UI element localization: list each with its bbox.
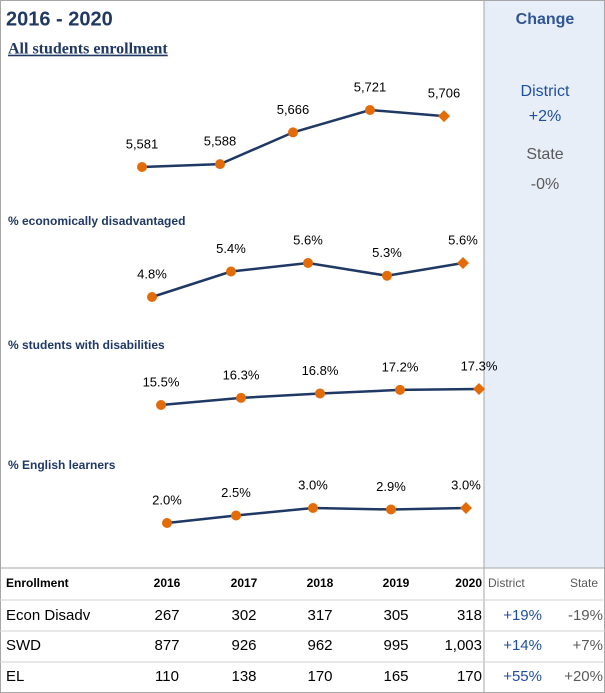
- table-cell: 926: [231, 637, 256, 654]
- data-label: 3.0%: [451, 477, 481, 492]
- data-label: 5,721: [354, 79, 387, 94]
- marker: [288, 127, 298, 138]
- data-label: 5.6%: [293, 232, 323, 247]
- table-cell: 170: [457, 668, 482, 685]
- table-cell: 317: [307, 607, 332, 624]
- change-title: Change: [516, 11, 575, 28]
- marker: [162, 518, 172, 528]
- table-cell: SWD: [6, 637, 41, 654]
- table-cell: 877: [154, 637, 179, 654]
- data-label: 5.4%: [216, 241, 246, 256]
- data-label: 2.0%: [152, 492, 182, 507]
- table-cell: +20%: [564, 668, 603, 685]
- table-cell: 1,003: [444, 637, 482, 654]
- state-change: -0%: [531, 176, 559, 193]
- column-header: State: [570, 576, 598, 590]
- marker: [147, 292, 157, 302]
- data-label: 2.9%: [376, 479, 406, 494]
- data-label: 17.2%: [382, 359, 419, 374]
- marker: [386, 504, 396, 515]
- marker: [303, 258, 313, 268]
- data-label: 16.8%: [302, 363, 339, 378]
- marker: [308, 503, 318, 513]
- district-change: +2%: [529, 108, 561, 125]
- column-header: District: [488, 576, 525, 590]
- data-label: 5.3%: [372, 245, 402, 260]
- data-label: 2.5%: [221, 485, 251, 500]
- column-header: 2019: [383, 576, 410, 590]
- table-cell: 165: [383, 668, 408, 685]
- table-cell: 138: [231, 668, 256, 685]
- marker: [137, 162, 147, 172]
- table-cell: 962: [307, 637, 332, 654]
- marker: [156, 400, 166, 410]
- chart-title: % English learners: [8, 458, 116, 472]
- data-label: 5,581: [126, 136, 159, 151]
- table-cell: -19%: [568, 607, 603, 624]
- line: [151, 261, 464, 299]
- data-label: 5,706: [428, 86, 461, 101]
- marker: [457, 257, 469, 269]
- page-title: 2016 - 2020: [6, 8, 113, 30]
- marker: [236, 392, 246, 403]
- marker: [231, 510, 241, 521]
- change-panel: [484, 0, 605, 568]
- marker: [382, 270, 392, 281]
- table-cell: +55%: [503, 668, 542, 685]
- marker: [215, 159, 225, 170]
- table-cell: 305: [383, 607, 408, 624]
- data-label: 15.5%: [143, 374, 180, 389]
- data-label: 3.0%: [298, 477, 328, 492]
- column-header: 2017: [231, 576, 258, 590]
- table-cell: +7%: [573, 637, 603, 654]
- chart-title: % students with disabilities: [8, 338, 165, 352]
- marker: [395, 384, 405, 395]
- state-label: State: [526, 146, 563, 163]
- table-cell: Econ Disadv: [6, 607, 91, 624]
- data-label: 4.8%: [137, 266, 167, 281]
- data-label: 5.6%: [448, 232, 478, 247]
- column-header: 2020: [455, 576, 482, 590]
- table-cell: 318: [457, 607, 482, 624]
- marker: [438, 110, 450, 123]
- chart-title: All students enrollment: [8, 41, 168, 58]
- column-header: 2018: [307, 576, 334, 590]
- marker: [226, 266, 236, 277]
- marker: [315, 388, 325, 399]
- data-label: 5,666: [277, 102, 310, 117]
- table-cell: EL: [6, 668, 24, 685]
- table-cell: 110: [155, 668, 179, 685]
- column-header: Enrollment: [6, 576, 69, 590]
- table-cell: 267: [154, 607, 179, 624]
- table-cell: 995: [383, 637, 408, 654]
- data-label: 17.3%: [461, 358, 498, 373]
- line: [141, 108, 445, 169]
- marker: [460, 502, 472, 514]
- data-label: 5,588: [204, 134, 237, 149]
- table-cell: 302: [231, 607, 256, 624]
- column-header: 2016: [154, 576, 181, 590]
- marker: [473, 383, 485, 395]
- district-label: District: [521, 83, 570, 100]
- table-cell: +14%: [503, 637, 542, 654]
- data-label: 16.3%: [223, 367, 260, 382]
- chart-title: % economically disadvantaged: [8, 214, 185, 228]
- marker: [365, 105, 375, 115]
- table-cell: +19%: [503, 607, 542, 624]
- table-cell: 170: [307, 668, 332, 685]
